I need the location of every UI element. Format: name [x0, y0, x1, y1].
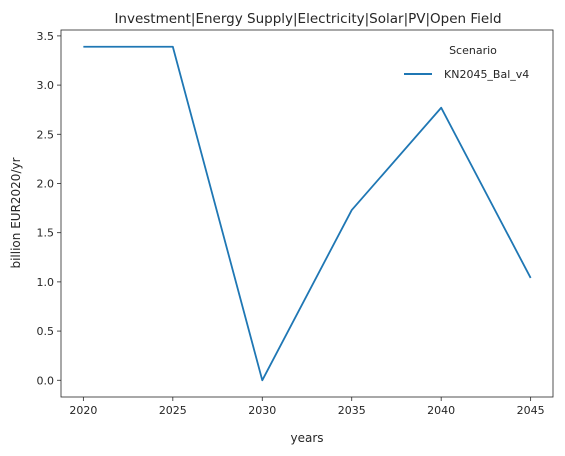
x-tick-label: 2030: [248, 404, 276, 417]
y-tick-label: 1.5: [37, 227, 55, 240]
y-tick-label: 3.5: [37, 30, 55, 43]
x-tick-label: 2025: [159, 404, 187, 417]
legend: Scenario KN2045_Bal_v4: [404, 44, 529, 81]
x-axis: 2020 2025 2030 2035 2040 2045: [69, 397, 545, 417]
plot-area: [60, 29, 554, 398]
y-tick-label: 2.5: [37, 128, 55, 141]
y-axis: 0.0 0.5 1.0 1.5 2.0 2.5 3.0 3.5: [37, 30, 61, 387]
x-tick-label: 2035: [338, 404, 366, 417]
chart-title: Investment|Energy Supply|Electricity|Sol…: [114, 11, 501, 27]
y-tick-label: 0.5: [37, 325, 55, 338]
y-tick-label: 3.0: [37, 79, 55, 92]
legend-title: Scenario: [449, 44, 497, 57]
y-tick-label: 2.0: [37, 177, 55, 190]
x-tick-label: 2020: [69, 404, 97, 417]
x-tick-label: 2045: [517, 404, 545, 417]
series-layer: [83, 45, 532, 382]
series-line-0: [83, 45, 532, 382]
legend-entry-label: KN2045_Bal_v4: [444, 68, 529, 81]
x-axis-label: years: [290, 431, 323, 445]
y-axis-label: billion EUR2020/yr: [9, 157, 23, 268]
x-tick-label: 2040: [427, 404, 455, 417]
y-tick-label: 1.0: [37, 276, 55, 289]
y-tick-label: 0.0: [37, 374, 55, 387]
